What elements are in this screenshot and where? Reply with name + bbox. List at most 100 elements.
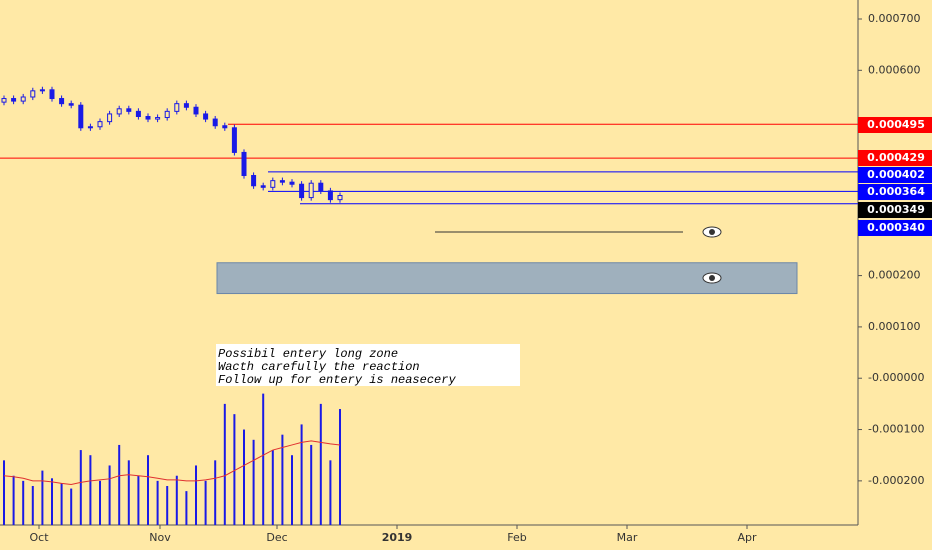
price-box-label: 0.000349 (867, 203, 925, 216)
candle-body (30, 90, 36, 98)
zone (216, 262, 798, 295)
y-tick-label: 0.000100 (868, 320, 921, 333)
candle-body (203, 113, 209, 120)
volume-bar (3, 460, 5, 525)
candle-body (231, 127, 237, 153)
price-box (858, 184, 932, 200)
candle-body (20, 96, 26, 102)
y-tick-label: 0.000600 (868, 63, 921, 76)
volume-bar (319, 403, 322, 525)
y-tick-label: -0.000200 (868, 474, 924, 487)
volume-bar (60, 483, 63, 525)
volume-bar (339, 409, 341, 525)
volume-bar (243, 429, 245, 525)
price-box (858, 220, 932, 236)
candle-body (126, 108, 132, 112)
volume-bar (300, 424, 303, 525)
candle-body (318, 182, 324, 192)
volume-bar (291, 455, 293, 525)
candle-body (116, 108, 122, 115)
note-line: Wacth carefully the reaction (218, 360, 420, 374)
price-box (858, 202, 932, 218)
volume-bar (41, 470, 44, 525)
price-box-label: 0.000495 (867, 118, 925, 131)
note-line: Follow up for entery is neasecery (218, 373, 456, 387)
volume-bar (137, 475, 140, 525)
volume-bar (310, 444, 313, 525)
eye-icon (702, 272, 722, 284)
volume-bar (214, 460, 217, 525)
candle-body (107, 113, 113, 123)
candle-body (68, 103, 74, 106)
volume-bar (195, 465, 197, 525)
candle-body (87, 126, 93, 129)
x-tick-label: Dec (266, 531, 287, 544)
candle-body (193, 106, 199, 115)
candle-body (49, 89, 55, 100)
candle-body (183, 103, 189, 108)
x-tick-label: 2019 (382, 531, 413, 544)
volume-bar (99, 480, 101, 525)
candle-body (59, 98, 65, 105)
volume-ma (3, 440, 341, 485)
candle-body (289, 181, 295, 185)
candle-body (39, 89, 45, 92)
volume-bar (31, 485, 34, 525)
candle-body (97, 121, 103, 128)
candle-body (11, 98, 17, 102)
volume-bar (204, 480, 207, 525)
price-box (858, 150, 932, 166)
volume-bar (22, 480, 25, 525)
volume-bar (127, 460, 130, 525)
volume-bar (175, 475, 178, 525)
volume-bar (89, 455, 92, 525)
x-tick-label: Nov (149, 531, 171, 544)
candle-body (78, 104, 84, 129)
note-box (216, 344, 520, 386)
volume-bar (252, 439, 255, 525)
candle-body (260, 185, 266, 188)
x-tick-label: Feb (507, 531, 526, 544)
volume-bar (271, 450, 274, 525)
x-tick-label: Apr (737, 531, 757, 544)
volume-bar (223, 403, 226, 525)
eye-icon (702, 226, 722, 238)
volume-bar (118, 444, 121, 525)
volume-bar (262, 393, 265, 525)
price-box-label: 0.000429 (867, 151, 925, 164)
price-box-label: 0.000402 (867, 168, 925, 181)
volume-bar (281, 434, 284, 525)
candle-body (327, 190, 333, 201)
y-tick-label: 0.000700 (868, 12, 921, 25)
candle-body (135, 110, 141, 117)
y-tick-label: -0.000000 (868, 371, 924, 384)
candle-body (212, 118, 218, 127)
candle-body (164, 110, 170, 119)
volume-bar (70, 488, 73, 525)
volume-bar (108, 465, 111, 525)
volume-bar (12, 475, 15, 525)
volume-bar (147, 455, 149, 525)
candle-body (270, 180, 276, 188)
price-box-label: 0.000340 (867, 221, 925, 234)
y-tick-label: 0.000200 (868, 269, 921, 282)
price-box-label: 0.000364 (867, 185, 925, 198)
candle-body (145, 115, 151, 120)
volume-bar (329, 460, 332, 525)
volume-bar (185, 491, 188, 525)
candle-body (174, 103, 180, 112)
candle-body (299, 183, 305, 199)
price-box (858, 167, 932, 183)
y-tick-label: -0.000100 (868, 423, 924, 436)
candle-body (241, 151, 247, 177)
volume-bar (166, 485, 169, 525)
price-box (858, 117, 932, 133)
volume-bar (51, 478, 53, 525)
candle-body (308, 182, 314, 199)
x-tick-label: Mar (617, 531, 638, 544)
candle-body (279, 180, 285, 183)
volume-bar (79, 450, 82, 525)
volume-bar (233, 414, 236, 525)
